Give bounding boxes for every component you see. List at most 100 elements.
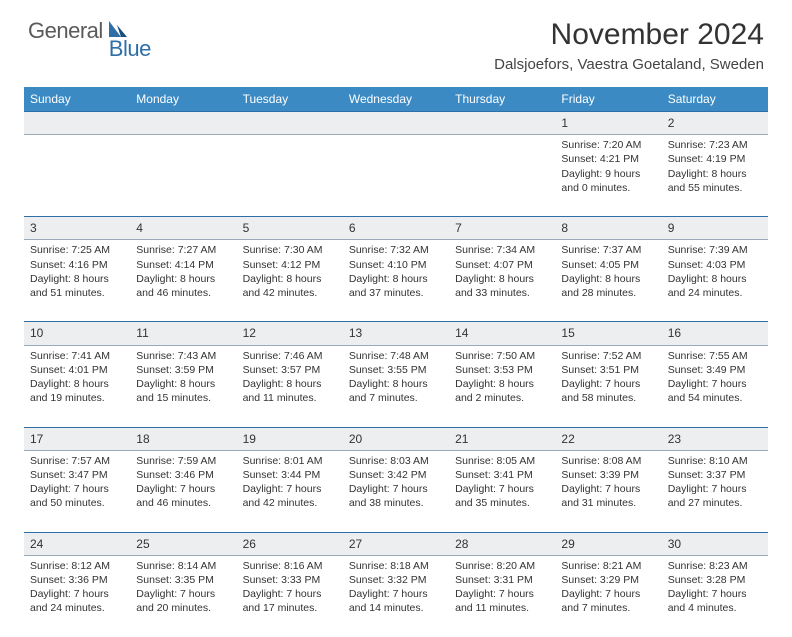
- brand-part1: General: [28, 18, 103, 44]
- sunset-text: Sunset: 3:31 PM: [455, 573, 549, 587]
- sunset-text: Sunset: 3:46 PM: [136, 468, 230, 482]
- day-cell: Sunrise: 7:59 AMSunset: 3:46 PMDaylight:…: [130, 450, 236, 532]
- day-cell: Sunrise: 8:03 AMSunset: 3:42 PMDaylight:…: [343, 450, 449, 532]
- day-cell: Sunrise: 7:32 AMSunset: 4:10 PMDaylight:…: [343, 240, 449, 322]
- daylight-text-1: Daylight: 7 hours: [668, 482, 762, 496]
- daylight-text-1: Daylight: 7 hours: [243, 482, 337, 496]
- daylight-text-2: and 42 minutes.: [243, 496, 337, 510]
- sunset-text: Sunset: 3:29 PM: [561, 573, 655, 587]
- daylight-text-2: and 33 minutes.: [455, 286, 549, 300]
- day-number: 29: [555, 532, 661, 555]
- sunset-text: Sunset: 3:51 PM: [561, 363, 655, 377]
- calendar-grid: Sunday Monday Tuesday Wednesday Thursday…: [24, 87, 768, 637]
- dayhead-sat: Saturday: [662, 87, 768, 112]
- daylight-text-2: and 28 minutes.: [561, 286, 655, 300]
- daylight-text-1: Daylight: 8 hours: [455, 272, 549, 286]
- daylight-text-2: and 14 minutes.: [349, 601, 443, 615]
- sunrise-text: Sunrise: 8:10 AM: [668, 454, 762, 468]
- day-cell: Sunrise: 8:01 AMSunset: 3:44 PMDaylight:…: [237, 450, 343, 532]
- sunset-text: Sunset: 4:07 PM: [455, 258, 549, 272]
- day-number: 16: [662, 322, 768, 345]
- dayhead-mon: Monday: [130, 87, 236, 112]
- daylight-text-1: Daylight: 9 hours: [561, 167, 655, 181]
- day-number: 22: [555, 427, 661, 450]
- day-number: 12: [237, 322, 343, 345]
- day-cell: [449, 135, 555, 217]
- sunset-text: Sunset: 3:33 PM: [243, 573, 337, 587]
- daylight-text-1: Daylight: 7 hours: [136, 482, 230, 496]
- daylight-text-2: and 20 minutes.: [136, 601, 230, 615]
- daylight-text-2: and 42 minutes.: [243, 286, 337, 300]
- day-cell: Sunrise: 8:12 AMSunset: 3:36 PMDaylight:…: [24, 555, 130, 637]
- month-title: November 2024: [494, 18, 764, 52]
- daynum-row: 17181920212223: [24, 427, 768, 450]
- day-cell: Sunrise: 8:18 AMSunset: 3:32 PMDaylight:…: [343, 555, 449, 637]
- daylight-text-1: Daylight: 8 hours: [668, 167, 762, 181]
- daylight-text-2: and 54 minutes.: [668, 391, 762, 405]
- day-cell: [343, 135, 449, 217]
- dayhead-wed: Wednesday: [343, 87, 449, 112]
- sunrise-text: Sunrise: 7:48 AM: [349, 349, 443, 363]
- sunrise-text: Sunrise: 8:12 AM: [30, 559, 124, 573]
- day-cell: Sunrise: 8:10 AMSunset: 3:37 PMDaylight:…: [662, 450, 768, 532]
- day-header-row: Sunday Monday Tuesday Wednesday Thursday…: [24, 87, 768, 112]
- sunset-text: Sunset: 4:10 PM: [349, 258, 443, 272]
- sunset-text: Sunset: 3:53 PM: [455, 363, 549, 377]
- sunrise-text: Sunrise: 7:27 AM: [136, 243, 230, 257]
- sunrise-text: Sunrise: 8:08 AM: [561, 454, 655, 468]
- day-cell: Sunrise: 7:46 AMSunset: 3:57 PMDaylight:…: [237, 345, 343, 427]
- day-cell: [130, 135, 236, 217]
- sunrise-text: Sunrise: 7:23 AM: [668, 138, 762, 152]
- day-number: [24, 112, 130, 135]
- daynum-row: 3456789: [24, 217, 768, 240]
- sunset-text: Sunset: 3:49 PM: [668, 363, 762, 377]
- brand-part2: Blue: [109, 36, 151, 62]
- daylight-text-2: and 46 minutes.: [136, 496, 230, 510]
- sunset-text: Sunset: 4:16 PM: [30, 258, 124, 272]
- day-cell: Sunrise: 7:50 AMSunset: 3:53 PMDaylight:…: [449, 345, 555, 427]
- daylight-text-1: Daylight: 7 hours: [455, 587, 549, 601]
- day-number: 21: [449, 427, 555, 450]
- day-cell: Sunrise: 7:37 AMSunset: 4:05 PMDaylight:…: [555, 240, 661, 322]
- week-row: Sunrise: 7:25 AMSunset: 4:16 PM Daylight:…: [24, 240, 768, 322]
- daylight-text-1: Daylight: 8 hours: [349, 377, 443, 391]
- daylight-text-1: Daylight: 8 hours: [30, 377, 124, 391]
- day-number: 11: [130, 322, 236, 345]
- daylight-text-1: Daylight: 8 hours: [243, 272, 337, 286]
- day-cell: Sunrise: 7:27 AMSunset: 4:14 PMDaylight:…: [130, 240, 236, 322]
- day-number: 27: [343, 532, 449, 555]
- daylight-text-2: and 37 minutes.: [349, 286, 443, 300]
- day-number: 4: [130, 217, 236, 240]
- sunset-text: Sunset: 3:57 PM: [243, 363, 337, 377]
- daylight-text-2: and 11 minutes.: [455, 601, 549, 615]
- day-number: 20: [343, 427, 449, 450]
- sunrise-text: Sunrise: 7:32 AM: [349, 243, 443, 257]
- day-cell: Sunrise: 7:23 AMSunset: 4:19 PMDaylight:…: [662, 135, 768, 217]
- sunrise-text: Sunrise: 8:16 AM: [243, 559, 337, 573]
- day-number: 24: [24, 532, 130, 555]
- day-number: [449, 112, 555, 135]
- sunset-text: Sunset: 4:14 PM: [136, 258, 230, 272]
- sunset-text: Sunset: 3:39 PM: [561, 468, 655, 482]
- daynum-row: 10111213141516: [24, 322, 768, 345]
- dayhead-sun: Sunday: [24, 87, 130, 112]
- sunrise-text: Sunrise: 8:01 AM: [243, 454, 337, 468]
- day-cell: Sunrise: 7:34 AMSunset: 4:07 PMDaylight:…: [449, 240, 555, 322]
- day-number: 18: [130, 427, 236, 450]
- daylight-text-2: and 4 minutes.: [668, 601, 762, 615]
- daylight-text-2: and 51 minutes.: [30, 286, 124, 300]
- day-cell: Sunrise: 7:43 AMSunset: 3:59 PMDaylight:…: [130, 345, 236, 427]
- sunset-text: Sunset: 3:37 PM: [668, 468, 762, 482]
- sunrise-text: Sunrise: 7:25 AM: [30, 243, 124, 257]
- day-cell: Sunrise: 8:14 AMSunset: 3:35 PMDaylight:…: [130, 555, 236, 637]
- sunset-text: Sunset: 4:19 PM: [668, 152, 762, 166]
- sunset-text: Sunset: 3:47 PM: [30, 468, 124, 482]
- brand-logo: General Blue: [28, 18, 173, 44]
- daylight-text-2: and 31 minutes.: [561, 496, 655, 510]
- daylight-text-2: and 0 minutes.: [561, 181, 655, 195]
- day-number: 23: [662, 427, 768, 450]
- day-number: 25: [130, 532, 236, 555]
- daylight-text-1: Daylight: 7 hours: [561, 482, 655, 496]
- day-number: 5: [237, 217, 343, 240]
- sunrise-text: Sunrise: 7:20 AM: [561, 138, 655, 152]
